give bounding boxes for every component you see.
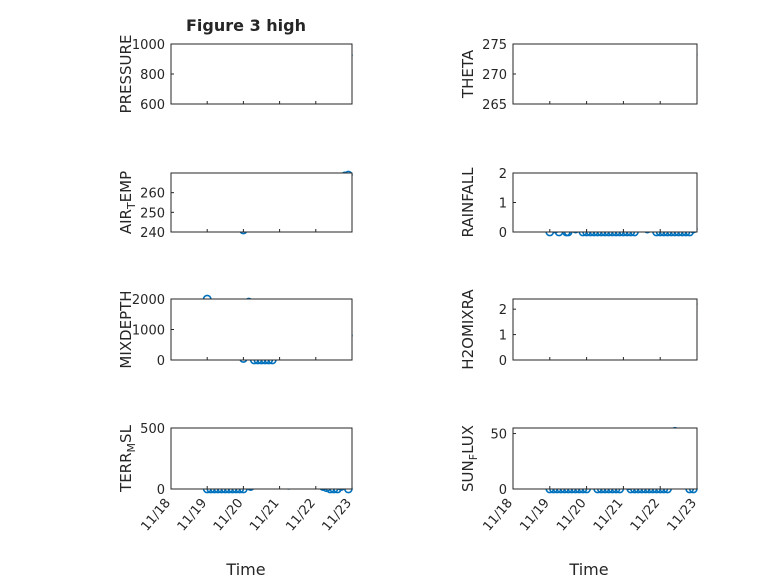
h2omixra-ylabel: H2OMIXRA [459, 289, 477, 370]
air-temp-ylabel: AIRTEMP [117, 171, 138, 234]
pressure-axes-frame [170, 43, 353, 105]
mixdepth-ytick-label: 0 [157, 354, 165, 369]
theta-ytick-label: 270 [482, 68, 507, 83]
mixdepth-ytick-label: 1000 [132, 324, 165, 339]
terr-msl-ytick-label: 500 [140, 422, 165, 437]
rainfall-ytick-label: 2 [499, 167, 507, 182]
pressure-ytick-label: 600 [140, 98, 165, 113]
air-temp-ytick-label: 240 [140, 226, 165, 241]
mixdepth-axes-frame [170, 298, 353, 361]
xlabel-right: Time [568, 560, 608, 579]
panel-theta: 265 270 275 THETA [459, 38, 698, 113]
rainfall-ytick-label: 1 [499, 197, 507, 212]
panel-rainfall: 0 1 2 RAINFALL [459, 167, 698, 241]
theta-axes-frame [512, 43, 698, 105]
terr-msl-ytick-label: 0 [157, 483, 165, 498]
sun-flux-ylabel: SUNFLUX [459, 425, 480, 492]
rainfall-axes-frame [512, 172, 698, 233]
rainfall-ylabel: RAINFALL [459, 167, 477, 238]
rainfall-ytick-label: 0 [499, 226, 507, 241]
pressure-ylabel: PRESSURE [117, 35, 135, 114]
theta-ytick-label: 275 [482, 38, 507, 53]
xlabel-left: Time [225, 560, 265, 579]
h2omixra-ytick-label: 2 [499, 303, 507, 318]
panel-h2omixra: 0 1 2 H2OMIXRA [459, 289, 698, 370]
h2omixra-axes-frame [512, 298, 698, 361]
air-temp-ytick-label: 250 [140, 206, 165, 221]
terr-msl-axes-frame [170, 427, 353, 490]
air-temp-ytick-label: 260 [140, 187, 165, 202]
sun-flux-ytick-label: 0 [499, 483, 507, 498]
theta-ytick-label: 265 [482, 98, 507, 113]
sun-flux-ytick-label: 50 [490, 428, 507, 443]
terr-msl-ylabel: TERRMSL [117, 424, 138, 493]
h2omixra-ytick-label: 0 [499, 354, 507, 369]
air-temp-axes-frame [170, 172, 353, 233]
mixdepth-ytick-label: 2000 [132, 293, 165, 308]
mixdepth-ylabel: MIXDEPTH [117, 290, 135, 368]
theta-ylabel: THETA [459, 49, 477, 99]
h2omixra-ytick-label: 1 [499, 329, 507, 344]
figure-title: Figure 3 high [186, 16, 306, 35]
pressure-ytick-label: 800 [140, 68, 165, 83]
sun-flux-axes-frame [512, 427, 698, 490]
pressure-ytick-label: 1000 [132, 38, 165, 53]
